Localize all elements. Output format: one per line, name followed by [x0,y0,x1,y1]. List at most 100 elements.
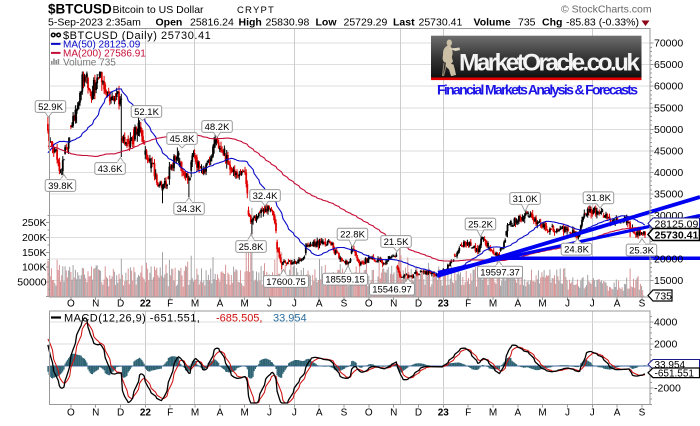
svg-text:45000: 45000 [654,145,683,157]
svg-text:-651.551: -651.551 [655,369,695,380]
svg-text:D: D [415,408,422,419]
svg-text:D: D [117,408,124,419]
svg-text:150K: 150K [22,247,47,259]
svg-text:S: S [341,408,348,419]
svg-text:25730.41: 25730.41 [419,17,463,29]
svg-text:F: F [465,408,471,419]
svg-text:-685.505,: -685.505, [216,313,262,325]
svg-text:25830.98: 25830.98 [266,17,310,29]
svg-text:33.954: 33.954 [655,360,686,371]
svg-text:S: S [639,299,646,310]
svg-text:28125.09: 28125.09 [655,218,699,230]
svg-text:23: 23 [438,408,450,419]
svg-text:22.8K: 22.8K [340,230,365,241]
svg-text:MA(200) 27586.91: MA(200) 27586.91 [63,49,146,60]
svg-text:34.3K: 34.3K [177,204,202,215]
svg-text:$BTCUSD: $BTCUSD [48,2,112,17]
svg-text:Low: Low [316,17,338,29]
svg-text:40000: 40000 [654,167,683,179]
svg-text:22: 22 [140,299,152,310]
svg-text:50000: 50000 [17,276,46,288]
svg-text:65000: 65000 [654,59,683,71]
svg-text:4000: 4000 [654,316,678,328]
svg-text:Last: Last [393,17,415,29]
svg-text:55000: 55000 [654,102,683,114]
svg-text:J: J [590,299,595,310]
svg-text:D: D [415,299,422,310]
svg-text:52.9K: 52.9K [38,102,63,113]
svg-text:MA(50) 28125.09: MA(50) 28125.09 [63,40,141,51]
svg-text:33.954: 33.954 [273,313,307,325]
svg-text:M: M [489,408,497,419]
svg-text:MarketOracle.co.uk: MarketOracle.co.uk [459,50,640,77]
svg-text:52.1K: 52.1K [134,107,159,118]
svg-text:S: S [341,299,348,310]
svg-text:-2000: -2000 [654,383,681,395]
svg-text:Chg: Chg [542,17,562,29]
svg-text:50000: 50000 [654,124,683,136]
svg-text:15546.97: 15546.97 [372,285,412,296]
svg-text:200K: 200K [22,232,47,244]
svg-text:25729.29: 25729.29 [344,17,388,29]
svg-text:J: J [565,299,570,310]
svg-text:Volume 735: Volume 735 [63,58,116,69]
svg-text:60000: 60000 [654,81,683,93]
svg-text:A: A [316,299,323,310]
svg-text:J: J [292,299,297,310]
svg-text:F: F [167,299,173,310]
svg-text:25.8K: 25.8K [239,242,264,253]
svg-text:19597.37: 19597.37 [480,268,520,279]
svg-text:CRYPT: CRYPT [237,5,275,16]
svg-text:J: J [565,408,570,419]
svg-text:22: 22 [140,408,152,419]
svg-text:735: 735 [655,290,673,302]
svg-text:© StockCharts.com: © StockCharts.com [561,4,652,16]
svg-text:M: M [191,408,199,419]
svg-text:735: 735 [518,17,536,29]
svg-text:17600.75: 17600.75 [266,277,306,288]
svg-text:25816.24: 25816.24 [190,17,234,29]
svg-text:25.3K: 25.3K [629,245,654,256]
svg-text:A: A [514,408,521,419]
svg-text:High: High [239,17,262,29]
svg-text:M: M [191,299,199,310]
svg-text:O: O [365,408,373,419]
svg-text:23: 23 [438,299,450,310]
svg-text:N: N [390,299,397,310]
svg-text:M: M [489,299,497,310]
svg-text:J: J [267,299,272,310]
svg-text:-85.83 (-0.33%): -85.83 (-0.33%) [566,17,639,29]
svg-text:A: A [614,408,621,419]
svg-text:A: A [316,408,323,419]
svg-text:D: D [117,299,124,310]
svg-text:A: A [514,299,521,310]
svg-text:A: A [217,299,224,310]
svg-text:20000: 20000 [654,253,683,265]
svg-text:M: M [538,299,546,310]
svg-text:2000: 2000 [654,338,678,350]
svg-text:100K: 100K [22,262,47,274]
svg-text:F: F [465,299,471,310]
svg-text:O: O [67,408,75,419]
svg-text:32.4K: 32.4K [253,191,278,202]
svg-text:N: N [390,408,397,419]
svg-text:A: A [614,299,621,310]
svg-text:S: S [639,408,646,419]
svg-text:48.2K: 48.2K [205,122,230,133]
svg-text:J: J [292,408,297,419]
svg-text:M: M [538,408,546,419]
svg-text:70000: 70000 [654,38,683,50]
svg-text:J: J [267,408,272,419]
svg-text:J: J [590,408,595,419]
svg-text:M: M [241,408,249,419]
svg-text:21.5K: 21.5K [384,237,409,248]
svg-text:43.6K: 43.6K [98,164,123,175]
svg-text:M: M [241,299,249,310]
svg-text:45.8K: 45.8K [170,134,195,145]
svg-text:15000: 15000 [654,275,683,287]
svg-text:25730.41: 25730.41 [655,229,699,241]
svg-text:O: O [67,299,75,310]
svg-text:Financial Markets Analysis & F: Financial Markets Analysis & Forecasts [437,82,638,98]
svg-text:39.8K: 39.8K [48,181,73,192]
svg-text:F: F [167,408,173,419]
